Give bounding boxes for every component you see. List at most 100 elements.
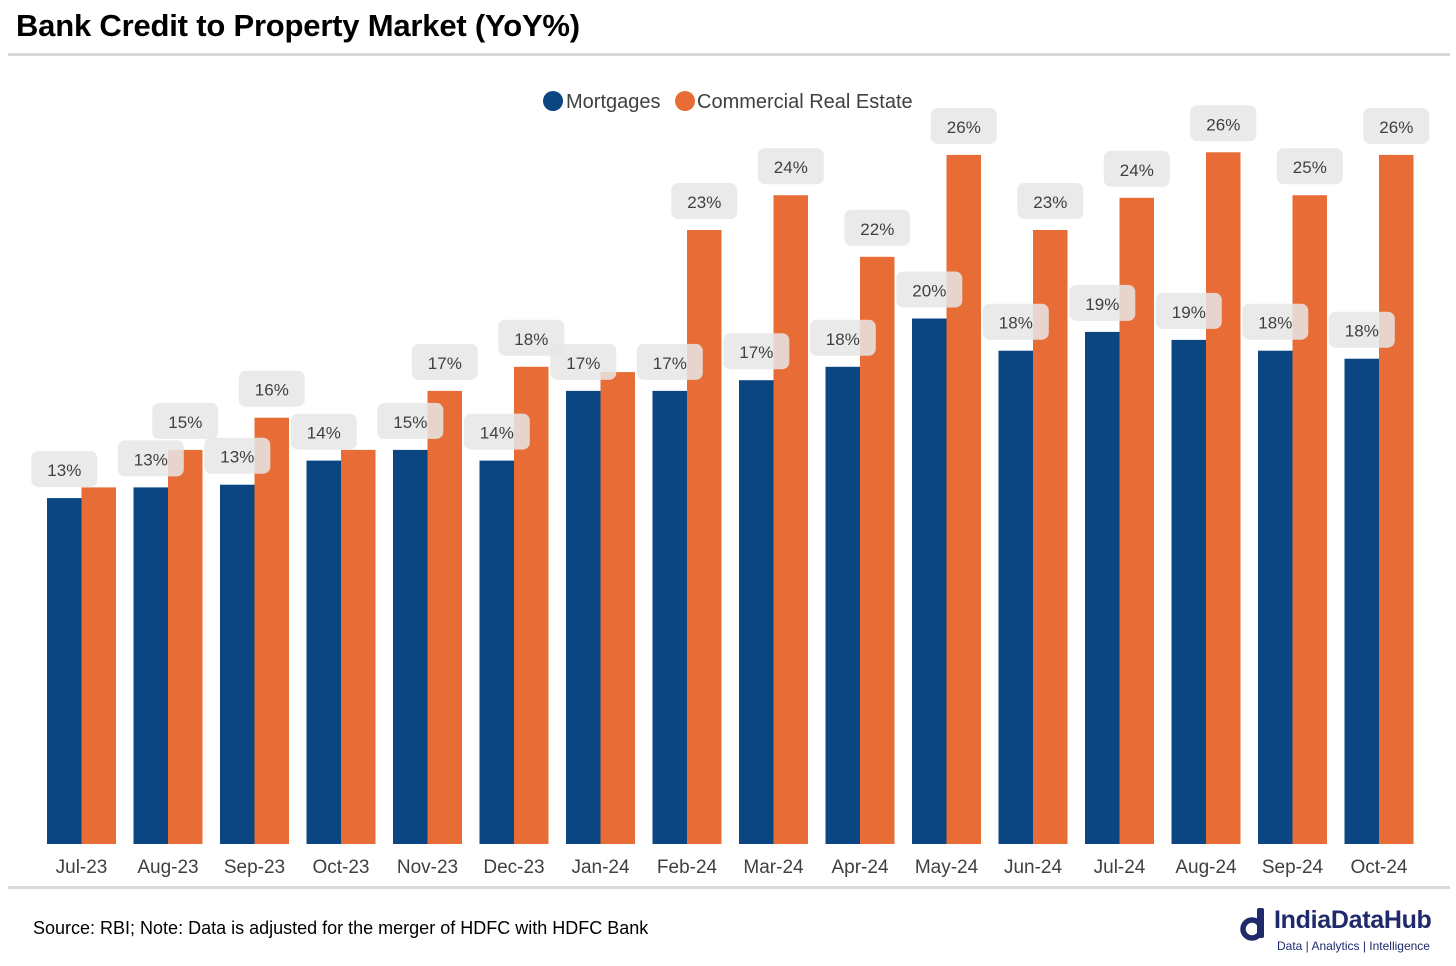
data-label-commercial-real-estate-mar-24: 24% xyxy=(774,158,808,177)
data-label-bg-commercial-real-estate-aug-23 xyxy=(152,402,219,439)
data-label-bg-mortgages-aug-24 xyxy=(1155,292,1222,329)
chart-title: Bank Credit to Property Market (YoY%) xyxy=(16,8,580,43)
bar-commercial-real-estate-sep-24 xyxy=(1292,195,1327,844)
data-label-bg-mortgages-oct-23 xyxy=(290,413,357,450)
data-label-bg-mortgages-dec-23 xyxy=(463,413,530,450)
data-label-mortgages-apr-24: 18% xyxy=(826,330,860,349)
data-label-mortgages-nov-23: 15% xyxy=(393,413,427,432)
bar-commercial-real-estate-sep-23 xyxy=(254,417,289,844)
data-label-commercial-real-estate-may-24: 26% xyxy=(947,118,981,137)
data-label-bg-commercial-real-estate-apr-24 xyxy=(844,209,911,246)
data-label-bg-mortgages-feb-24 xyxy=(636,343,703,380)
data-label-bg-commercial-real-estate-oct-24 xyxy=(1363,107,1430,144)
data-label-bg-commercial-real-estate-sep-23 xyxy=(238,370,305,407)
bar-mortgages-oct-24 xyxy=(1344,358,1379,844)
x-tick-mar-24: Mar-24 xyxy=(743,857,804,878)
data-label-bg-mortgages-jun-24 xyxy=(982,303,1049,340)
data-label-bg-mortgages-jul-23 xyxy=(31,451,98,488)
bar-mortgages-jan-24 xyxy=(566,390,601,844)
bar-commercial-real-estate-jul-23 xyxy=(81,487,116,844)
bar-commercial-real-estate-aug-24 xyxy=(1206,152,1241,845)
data-label-mortgages-oct-24: 18% xyxy=(1345,322,1379,341)
data-label-bg-commercial-real-estate-jun-24 xyxy=(1017,183,1084,219)
bar-mortgages-sep-23 xyxy=(220,484,255,844)
data-label-commercial-real-estate-jul-24: 24% xyxy=(1120,161,1154,180)
data-label-bg-mortgages-nov-23 xyxy=(377,402,444,439)
data-label-mortgages-jul-24: 19% xyxy=(1085,295,1119,314)
x-tick-feb-24: Feb-24 xyxy=(657,857,718,878)
bar-commercial-real-estate-feb-24 xyxy=(687,230,722,844)
data-label-bg-commercial-real-estate-mar-24 xyxy=(757,148,824,185)
bar-mortgages-mar-24 xyxy=(739,380,774,844)
data-label-commercial-real-estate-sep-23: 16% xyxy=(255,381,289,400)
bar-mortgages-jun-24 xyxy=(998,350,1033,844)
data-label-mortgages-feb-24: 17% xyxy=(653,354,687,373)
x-tick-nov-23: Nov-23 xyxy=(397,857,458,878)
data-label-bg-mortgages-mar-24 xyxy=(723,333,790,370)
data-label-bg-commercial-real-estate-dec-23 xyxy=(498,319,565,356)
x-tick-apr-24: Apr-24 xyxy=(831,857,888,878)
x-tick-dec-23: Dec-23 xyxy=(483,857,544,878)
bar-mortgages-sep-24 xyxy=(1258,350,1293,844)
bar-mortgages-may-24 xyxy=(912,318,947,844)
data-label-commercial-real-estate-feb-24: 23% xyxy=(687,193,721,212)
data-label-bg-commercial-real-estate-may-24 xyxy=(930,107,997,144)
bar-mortgages-jul-24 xyxy=(1085,331,1120,844)
bar-commercial-real-estate-aug-23 xyxy=(168,449,203,844)
data-label-bg-mortgages-jul-24 xyxy=(1069,284,1136,321)
data-label-mortgages-aug-23: 13% xyxy=(134,450,168,469)
data-label-bg-commercial-real-estate-nov-23 xyxy=(411,343,478,380)
data-label-commercial-real-estate-sep-24: 25% xyxy=(1293,158,1327,177)
data-label-bg-mortgages-jan-24 xyxy=(550,343,617,380)
data-label-commercial-real-estate-apr-24: 22% xyxy=(860,220,894,239)
x-tick-oct-24: Oct-24 xyxy=(1350,857,1407,878)
x-tick-jul-24: Jul-24 xyxy=(1094,857,1146,878)
legend: Mortgages Commercial Real Estate xyxy=(543,91,913,113)
legend-label-commercial-real-estate: Commercial Real Estate xyxy=(697,91,913,113)
data-label-bg-mortgages-oct-24 xyxy=(1328,311,1395,348)
data-label-bg-commercial-real-estate-sep-24 xyxy=(1276,148,1343,185)
logo-wordmark: IndiaDataHub xyxy=(1274,906,1432,934)
bar-commercial-real-estate-may-24 xyxy=(946,154,981,844)
data-label-commercial-real-estate-oct-24: 26% xyxy=(1379,118,1413,137)
data-label-commercial-real-estate-jun-24: 23% xyxy=(1033,193,1067,212)
x-tick-oct-23: Oct-23 xyxy=(312,857,369,878)
d-letter-logo-icon xyxy=(1240,908,1264,941)
data-label-mortgages-oct-23: 14% xyxy=(307,424,341,443)
x-axis-ticks: Jul-23 Aug-23 Sep-23 Oct-23 Nov-23 Dec-23 Jan-… xyxy=(56,857,1408,878)
data-label-bg-commercial-real-estate-feb-24 xyxy=(671,183,738,219)
bar-commercial-real-estate-jan-24 xyxy=(600,372,635,844)
data-label-bg-commercial-real-estate-aug-24 xyxy=(1190,105,1257,142)
legend-marker-commercial-real-estate xyxy=(675,91,695,111)
x-tick-aug-23: Aug-23 xyxy=(137,857,198,878)
data-label-bg-commercial-real-estate-jul-24 xyxy=(1103,150,1170,187)
data-label-bg-mortgages-sep-24 xyxy=(1242,303,1309,340)
data-label-commercial-real-estate-nov-23: 17% xyxy=(428,354,462,373)
data-label-mortgages-dec-23: 14% xyxy=(480,424,514,443)
x-tick-jun-24: Jun-24 xyxy=(1004,857,1063,878)
bar-mortgages-apr-24 xyxy=(825,366,860,844)
data-label-bg-mortgages-apr-24 xyxy=(809,319,876,356)
brand-logo: IndiaDataHub Data | Analytics | Intellig… xyxy=(1240,906,1452,958)
x-tick-aug-24: Aug-24 xyxy=(1175,857,1237,878)
logo-tagline: Data | Analytics | Intelligence xyxy=(1277,939,1430,953)
data-labels-layer: 13%13%15%13%16%14%15%17%14%18%17% 17%23%1… xyxy=(31,105,1430,488)
bar-commercial-real-estate-mar-24 xyxy=(773,195,808,844)
bar-mortgages-nov-23 xyxy=(393,449,428,844)
bars-layer xyxy=(47,152,1414,845)
data-label-mortgages-sep-23: 13% xyxy=(220,448,254,467)
bar-mortgages-aug-24 xyxy=(1171,339,1206,844)
bar-mortgages-jul-23 xyxy=(47,498,82,844)
data-label-bg-mortgages-may-24 xyxy=(896,271,963,308)
data-label-commercial-real-estate-aug-24: 26% xyxy=(1206,115,1240,134)
data-label-commercial-real-estate-dec-23: 18% xyxy=(514,330,548,349)
bar-mortgages-dec-23 xyxy=(479,460,514,844)
x-tick-jul-23: Jul-23 xyxy=(56,857,108,878)
bar-mortgages-feb-24 xyxy=(652,390,687,844)
data-label-mortgages-mar-24: 17% xyxy=(739,343,773,362)
data-label-mortgages-sep-24: 18% xyxy=(1258,314,1292,333)
bar-commercial-real-estate-nov-23 xyxy=(427,390,462,844)
data-label-mortgages-aug-24: 19% xyxy=(1172,303,1206,322)
data-label-mortgages-jan-24: 17% xyxy=(566,354,600,373)
legend-label-mortgages: Mortgages xyxy=(566,91,661,113)
